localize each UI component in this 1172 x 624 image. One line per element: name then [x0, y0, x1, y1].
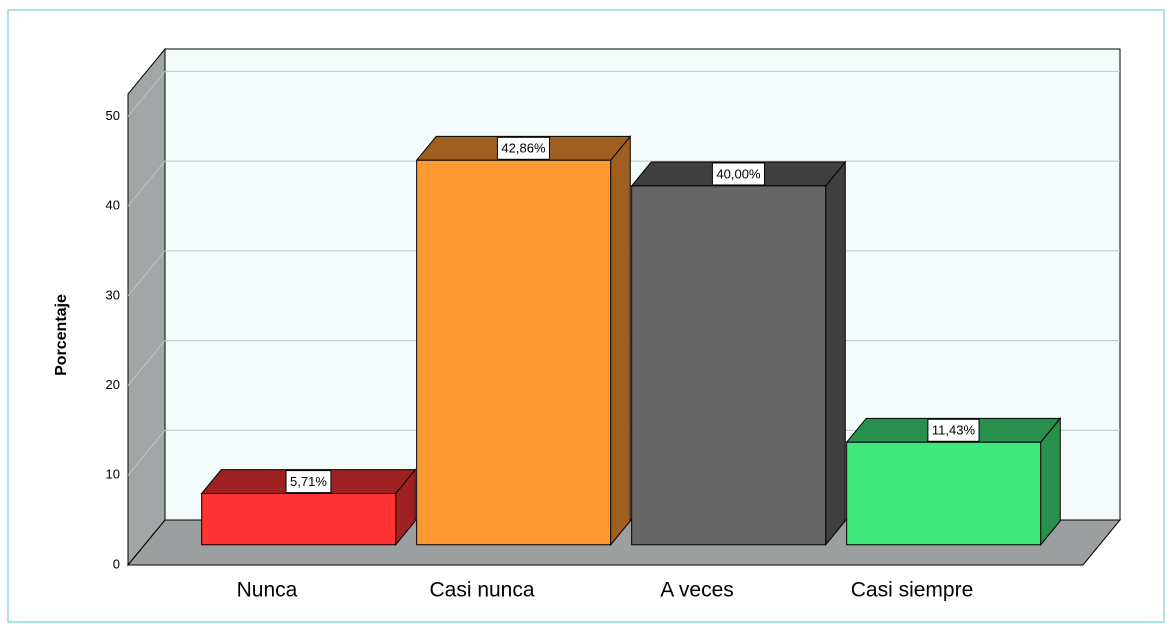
y-axis-label: Porcentaje — [53, 294, 70, 376]
bar — [631, 185, 827, 546]
grid-line — [127, 70, 1120, 117]
data-label: 11,43% — [932, 423, 976, 438]
bar — [846, 441, 1042, 546]
bar-side — [825, 160, 846, 547]
data-label: 5,71% — [290, 474, 327, 489]
grid-line — [127, 160, 1120, 207]
data-label-box — [496, 136, 551, 160]
y-tick-label: 40 — [106, 198, 120, 213]
bar-side — [610, 134, 631, 547]
bar — [201, 493, 397, 546]
y-tick-label: 50 — [106, 108, 120, 123]
data-label: 40,00% — [716, 166, 761, 181]
x-tick-label: A veces — [660, 579, 734, 602]
data-label: 42,86% — [501, 141, 546, 156]
y-tick-label: 30 — [106, 287, 120, 302]
x-tick-label: Casi nunca — [429, 579, 534, 602]
data-label-box — [927, 418, 980, 442]
y-tick-label: 20 — [106, 377, 120, 392]
left-wall — [127, 47, 166, 567]
x-tick-label: Nunca — [237, 579, 298, 602]
data-label-box — [285, 470, 332, 494]
bar — [416, 159, 612, 546]
y-tick-label: 0 — [113, 556, 120, 571]
x-tick-label: Casi siempre — [851, 579, 974, 602]
data-label-box — [711, 162, 766, 186]
y-tick-label: 10 — [106, 467, 120, 482]
